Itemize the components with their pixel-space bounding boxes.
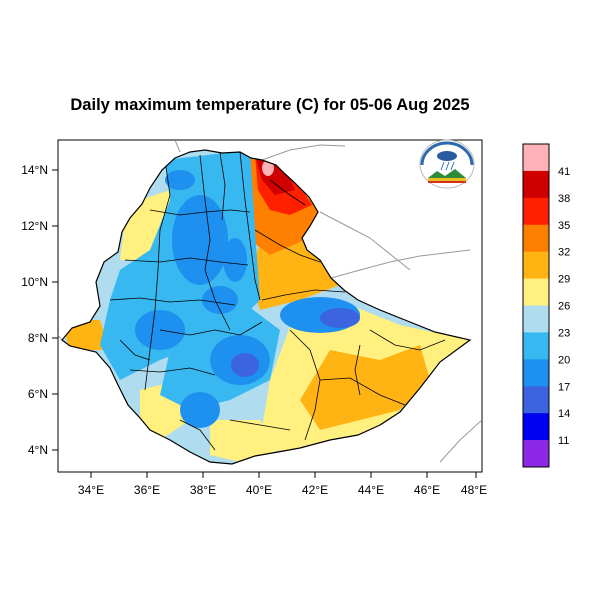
region-boundaries	[109, 151, 446, 451]
colorbar-swatch	[523, 413, 549, 441]
lat-tick-label: 10°N	[21, 275, 48, 289]
lat-tick-label: 6°N	[28, 387, 48, 401]
colorbar-swatch	[523, 305, 549, 333]
colorbar-label: 11	[558, 435, 569, 447]
lat-tick-label: 4°N	[28, 443, 48, 457]
lon-tick-label: 38°E	[190, 483, 216, 497]
colorbar-swatch	[523, 251, 549, 279]
ethiopian-meteorology-institute-logo	[419, 139, 475, 189]
lat-tick-label: 14°N	[21, 163, 48, 177]
colorbar-label: 14	[558, 408, 570, 420]
colorbar-swatch	[523, 332, 549, 360]
colorbar-label: 41	[558, 166, 570, 178]
colorbar-swatch	[523, 386, 549, 414]
lon-tick-label: 44°E	[358, 483, 384, 497]
colorbar-label: 26	[558, 301, 570, 313]
colorbar-swatch	[523, 278, 549, 306]
map-title: Daily maximum temperature (C) for 05-06 …	[70, 96, 470, 114]
lat-ticks: 14°N 12°N 10°N 8°N 6°N 4°N	[21, 163, 58, 457]
lon-tick-label: 48°E	[461, 483, 487, 497]
lon-tick-label: 40°E	[246, 483, 272, 497]
colorbar-label: 20	[558, 354, 570, 366]
colorbar-label: 23	[558, 327, 570, 339]
neighbor-boundaries	[58, 140, 482, 463]
colorbar-swatch	[523, 197, 549, 226]
colorbar-swatch	[523, 440, 549, 468]
colorbar-swatch	[523, 144, 549, 172]
colorbar-swatch	[523, 170, 549, 199]
lon-tick-label: 36°E	[134, 483, 160, 497]
colorbar-swatch	[523, 224, 549, 252]
colorbar-label: 35	[558, 220, 570, 232]
colorbar: 41 38 35 32 29 26 23 20 17 14 11	[522, 143, 570, 468]
lon-tick-label: 34°E	[78, 483, 104, 497]
colorbar-swatch	[523, 359, 549, 387]
lon-tick-label: 46°E	[414, 483, 440, 497]
lon-ticks: 34°E 36°E 38°E 40°E 42°E 44°E 46°E 48°E	[78, 472, 487, 497]
lat-tick-label: 8°N	[28, 331, 48, 345]
colorbar-label: 32	[558, 247, 570, 259]
country-outline	[61, 149, 472, 465]
lon-tick-label: 42°E	[302, 483, 328, 497]
colorbar-label: 38	[558, 193, 570, 205]
colorbar-label: 29	[558, 274, 570, 286]
colorbar-label: 17	[558, 381, 570, 393]
lat-tick-label: 12°N	[21, 219, 48, 233]
